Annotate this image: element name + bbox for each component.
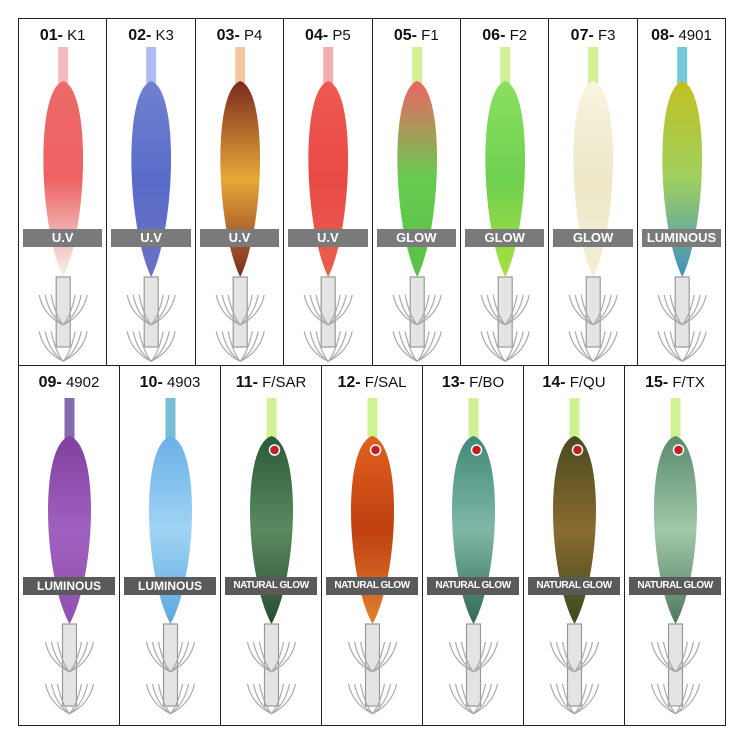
product-cell: 04- P5 U.V — [283, 18, 373, 366]
item-code: F2 — [509, 27, 528, 44]
item-number: 06- — [482, 27, 506, 44]
badge: NATURAL GLOW — [225, 577, 317, 595]
badge: NATURAL GLOW — [528, 577, 620, 595]
item-code: P4 — [243, 27, 263, 44]
lure-image — [38, 47, 88, 362]
badge: U.V — [199, 229, 280, 247]
item-code: P5 — [332, 27, 351, 44]
item-title: 10- 4903 — [120, 374, 220, 392]
product-cell: 10- 4903 LUMINOUS — [119, 365, 221, 726]
lure-image — [215, 47, 265, 362]
item-number: 07- — [570, 27, 594, 44]
item-number: 05- — [393, 27, 417, 44]
badge: LUMINOUS — [23, 577, 115, 595]
badge: GLOW — [376, 229, 456, 247]
lure-image — [246, 398, 297, 715]
badge: GLOW — [465, 229, 545, 247]
item-code: K1 — [67, 27, 86, 44]
item-number: 15- — [645, 374, 669, 391]
item-title: 03- P4 — [196, 27, 283, 45]
item-title: 05- F1 — [373, 27, 460, 45]
item-title: 14- F/QU — [524, 374, 624, 392]
item-title: 02- K3 — [107, 27, 194, 45]
product-cell: 14- F/QU NATURAL GLOW — [523, 365, 625, 726]
badge: LUMINOUS — [641, 229, 722, 247]
item-number: 13- — [441, 374, 465, 391]
badge: LUMINOUS — [124, 577, 216, 595]
lure-image — [569, 47, 619, 362]
item-title: 12- F/SAL — [322, 374, 422, 392]
product-cell: 02- K3 U.V — [106, 18, 196, 366]
item-title: 01- K1 — [19, 27, 106, 45]
badge: NATURAL GLOW — [629, 577, 721, 595]
item-number: 09- — [38, 374, 62, 391]
lure-image — [392, 47, 442, 362]
product-cell: 05- F1 GLOW — [371, 18, 461, 366]
item-code: 4902 — [65, 374, 100, 391]
item-title: 13- F/BO — [423, 374, 523, 392]
product-cell: 08- 4901 LUMINOUS — [636, 18, 727, 366]
item-code: K3 — [155, 27, 174, 44]
item-number: 08- — [651, 27, 675, 44]
product-cell: 15- F/TX NATURAL GLOW — [624, 365, 726, 726]
lure-image — [44, 398, 95, 715]
badge: U.V — [23, 229, 103, 247]
item-number: 14- — [542, 374, 566, 391]
item-code: 4903 — [166, 374, 201, 391]
product-cell: 01- K1 U.V — [18, 18, 108, 366]
product-cell: 06- F2 GLOW — [460, 18, 550, 366]
item-number: 03- — [216, 27, 240, 44]
item-code: 4901 — [678, 27, 712, 44]
item-number: 02- — [128, 27, 152, 44]
item-title: 08- 4901 — [638, 27, 725, 45]
item-code: F3 — [597, 27, 616, 44]
item-code: F1 — [421, 27, 439, 44]
item-title: 06- F2 — [461, 27, 548, 45]
product-cell: 03- P4 U.V — [194, 18, 285, 366]
lure-image — [657, 47, 707, 362]
badge: NATURAL GLOW — [326, 577, 418, 595]
item-title: 09- 4902 — [19, 374, 119, 392]
item-number: 04- — [305, 27, 329, 44]
product-cell: 11- F/SAR NATURAL GLOW — [220, 365, 322, 726]
item-number: 12- — [337, 374, 361, 391]
lure-image — [549, 398, 600, 715]
product-cell: 09- 4902 LUMINOUS — [18, 365, 120, 726]
item-number: 11- — [235, 374, 258, 391]
lure-image — [480, 47, 530, 362]
badge: U.V — [288, 229, 368, 247]
lure-image — [303, 47, 353, 362]
item-code: F/TX — [672, 374, 705, 391]
badge: NATURAL GLOW — [427, 577, 519, 595]
product-cell: 07- F3 GLOW — [548, 18, 638, 366]
item-code: F/SAR — [262, 374, 307, 391]
item-title: 11- F/SAR — [221, 374, 321, 392]
item-code: F/BO — [469, 374, 505, 391]
lure-image — [448, 398, 499, 715]
lure-image — [650, 398, 701, 715]
item-title: 07- F3 — [549, 27, 636, 45]
item-code: F/QU — [569, 374, 606, 391]
item-title: 04- P5 — [284, 27, 371, 45]
item-number: 10- — [139, 374, 163, 391]
lure-image — [127, 47, 177, 362]
lure-image — [347, 398, 398, 715]
badge: U.V — [111, 229, 191, 247]
item-code: F/SAL — [364, 374, 407, 391]
lure-image — [145, 398, 196, 715]
item-title: 15- F/TX — [625, 374, 725, 392]
badge: GLOW — [553, 229, 633, 247]
item-number: 01- — [39, 27, 63, 44]
product-cell: 13- F/BO NATURAL GLOW — [422, 365, 524, 726]
product-cell: 12- F/SAL NATURAL GLOW — [321, 365, 423, 726]
